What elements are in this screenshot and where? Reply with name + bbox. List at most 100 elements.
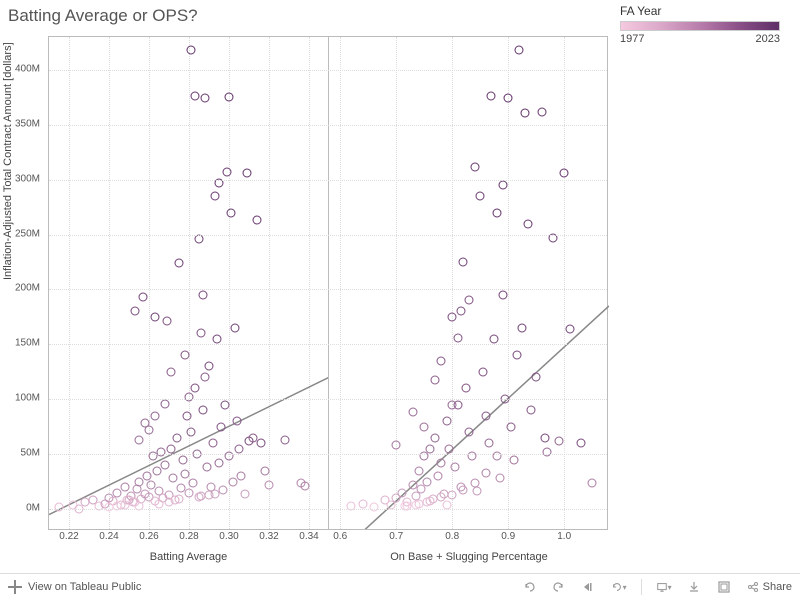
data-point[interactable]	[185, 488, 194, 497]
data-point[interactable]	[437, 458, 446, 467]
data-point[interactable]	[147, 480, 156, 489]
data-point[interactable]	[235, 444, 244, 453]
data-point[interactable]	[153, 466, 162, 475]
data-point[interactable]	[221, 400, 230, 409]
data-point[interactable]	[231, 323, 240, 332]
data-point[interactable]	[495, 474, 504, 483]
data-point[interactable]	[537, 107, 546, 116]
data-point[interactable]	[265, 480, 274, 489]
data-point[interactable]	[515, 46, 524, 55]
data-point[interactable]	[448, 490, 457, 499]
data-point[interactable]	[241, 489, 250, 498]
data-point[interactable]	[257, 439, 266, 448]
data-point[interactable]	[392, 441, 401, 450]
data-point[interactable]	[205, 362, 214, 371]
data-point[interactable]	[481, 411, 490, 420]
data-point[interactable]	[135, 477, 144, 486]
data-point[interactable]	[532, 373, 541, 382]
data-point[interactable]	[448, 312, 457, 321]
revert-icon[interactable]	[581, 579, 597, 595]
data-point[interactable]	[201, 373, 210, 382]
data-point[interactable]	[498, 181, 507, 190]
data-point[interactable]	[540, 433, 549, 442]
data-point[interactable]	[437, 356, 446, 365]
data-point[interactable]	[175, 495, 184, 504]
data-point[interactable]	[195, 492, 204, 501]
tableau-logo-icon[interactable]	[8, 580, 22, 594]
data-point[interactable]	[189, 478, 198, 487]
data-point[interactable]	[253, 216, 262, 225]
data-point[interactable]	[358, 499, 367, 508]
data-point[interactable]	[281, 435, 290, 444]
data-point[interactable]	[199, 290, 208, 299]
data-point[interactable]	[219, 486, 228, 495]
data-point[interactable]	[243, 169, 252, 178]
redo-icon[interactable]	[551, 579, 567, 595]
data-point[interactable]	[459, 258, 468, 267]
refresh-icon[interactable]: ▾	[611, 579, 627, 595]
data-point[interactable]	[417, 485, 426, 494]
data-point[interactable]	[195, 234, 204, 243]
data-point[interactable]	[448, 400, 457, 409]
data-point[interactable]	[434, 472, 443, 481]
undo-icon[interactable]	[521, 579, 537, 595]
download-icon[interactable]	[686, 579, 702, 595]
data-point[interactable]	[173, 433, 182, 442]
data-point[interactable]	[175, 259, 184, 268]
data-point[interactable]	[197, 329, 206, 338]
data-point[interactable]	[476, 192, 485, 201]
data-point[interactable]	[261, 466, 270, 475]
data-point[interactable]	[179, 455, 188, 464]
data-point[interactable]	[183, 411, 192, 420]
data-point[interactable]	[465, 296, 474, 305]
data-point[interactable]	[227, 208, 236, 217]
data-point[interactable]	[462, 384, 471, 393]
data-point[interactable]	[211, 192, 220, 201]
data-point[interactable]	[155, 499, 164, 508]
data-point[interactable]	[526, 406, 535, 415]
data-point[interactable]	[123, 496, 132, 505]
data-point[interactable]	[456, 307, 465, 316]
data-point[interactable]	[423, 477, 432, 486]
data-point[interactable]	[169, 474, 178, 483]
data-point[interactable]	[397, 488, 406, 497]
fullscreen-icon[interactable]	[716, 579, 732, 595]
data-point[interactable]	[523, 219, 532, 228]
data-point[interactable]	[442, 500, 451, 509]
data-point[interactable]	[560, 169, 569, 178]
data-point[interactable]	[163, 317, 172, 326]
data-point[interactable]	[161, 399, 170, 408]
data-point[interactable]	[131, 498, 140, 507]
data-point[interactable]	[459, 486, 468, 495]
data-point[interactable]	[167, 367, 176, 376]
data-point[interactable]	[139, 293, 148, 302]
data-point[interactable]	[225, 93, 234, 102]
data-point[interactable]	[191, 384, 200, 393]
data-point[interactable]	[113, 488, 122, 497]
data-point[interactable]	[217, 422, 226, 431]
data-point[interactable]	[135, 435, 144, 444]
data-point[interactable]	[470, 478, 479, 487]
data-point[interactable]	[414, 466, 423, 475]
data-point[interactable]	[301, 481, 310, 490]
data-point[interactable]	[481, 468, 490, 477]
data-point[interactable]	[484, 439, 493, 448]
data-point[interactable]	[213, 334, 222, 343]
data-point[interactable]	[203, 463, 212, 472]
data-point[interactable]	[565, 325, 574, 334]
data-point[interactable]	[165, 498, 174, 507]
data-point[interactable]	[233, 417, 242, 426]
data-point[interactable]	[493, 208, 502, 217]
data-point[interactable]	[509, 455, 518, 464]
data-point[interactable]	[151, 411, 160, 420]
data-point[interactable]	[490, 334, 499, 343]
data-point[interactable]	[143, 472, 152, 481]
data-point[interactable]	[229, 477, 238, 486]
data-point[interactable]	[588, 478, 597, 487]
data-point[interactable]	[431, 375, 440, 384]
data-point[interactable]	[451, 463, 460, 472]
plot-area[interactable]: 0.220.240.260.280.300.320.34 Batting Ave…	[48, 36, 608, 530]
data-point[interactable]	[411, 500, 420, 509]
data-point[interactable]	[577, 439, 586, 448]
view-on-tableau-link[interactable]: View on Tableau Public	[28, 581, 141, 593]
